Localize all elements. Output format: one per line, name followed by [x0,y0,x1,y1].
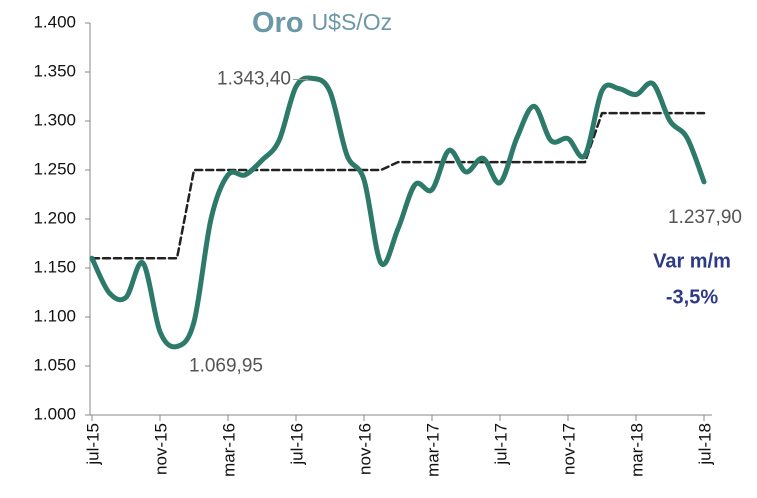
data-label: 1.069,95 [189,355,263,376]
x-tick-label: jul-16 [287,423,306,466]
y-tick-label: 1.100 [33,306,76,325]
chart-title: Oro U$S/Oz [252,7,392,39]
x-tick-label: jul-18 [695,423,714,466]
data-label: 1.343,40 [217,68,291,89]
y-tick-label: 1.050 [33,355,76,374]
subtitle: U$S/Oz [312,9,393,35]
x-tick-label: jul-15 [83,423,102,466]
y-tick-label: 1.200 [33,208,76,227]
y-tick-label: 1.150 [33,257,76,276]
annotation: -3,5% [666,286,718,308]
y-tick-label: 1.350 [33,61,76,80]
average-line [90,111,706,260]
y-tick-label: 1.000 [33,404,76,423]
title: Oro [252,7,304,39]
x-tick-label: jul-17 [491,423,510,466]
x-tick-label: nov-17 [559,423,578,475]
x-tick-label: mar-16 [219,423,238,477]
x-tick-label: nov-15 [151,423,170,475]
x-tick-label: mar-18 [627,423,646,477]
data-label: 1.237,90 [668,207,742,228]
x-tick-label: nov-16 [355,423,374,475]
y-tick-label: 1.400 [33,12,76,31]
price-line [89,75,707,350]
annotation: Var m/m [653,250,731,272]
y-tick-label: 1.300 [33,110,76,129]
y-tick-label: 1.250 [33,159,76,178]
x-tick-label: mar-17 [423,423,442,477]
